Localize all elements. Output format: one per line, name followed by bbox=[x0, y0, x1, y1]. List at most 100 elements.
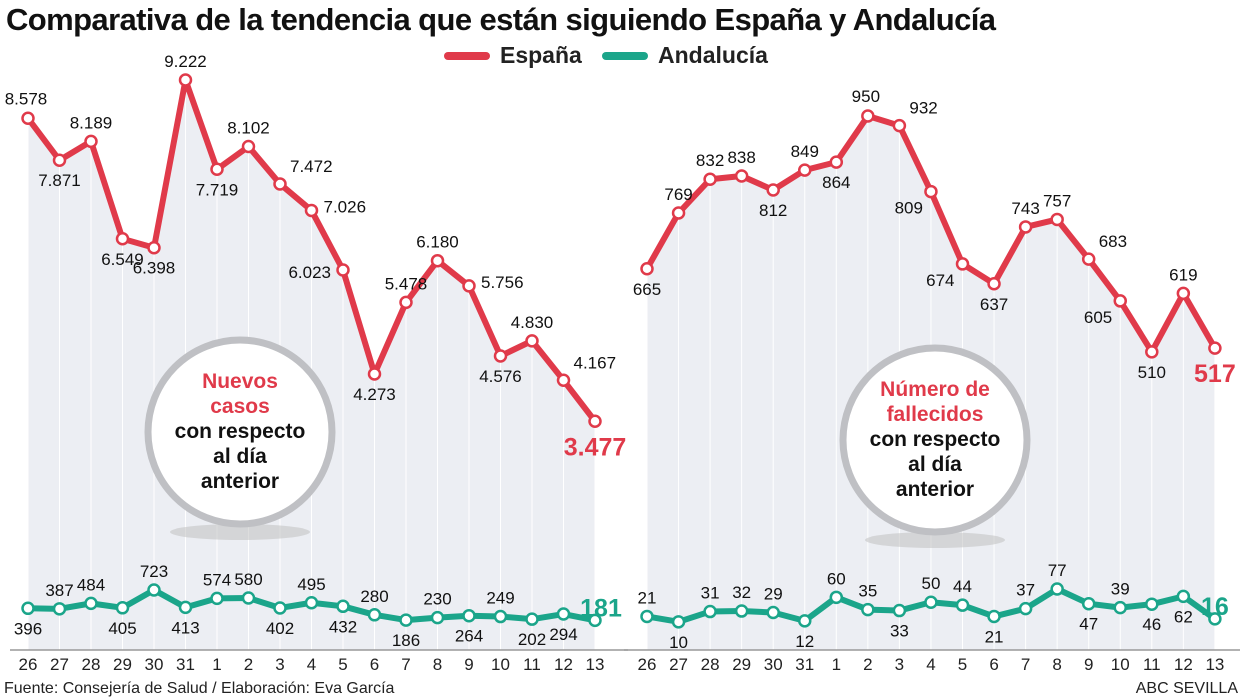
data-label-andalucia: 186 bbox=[392, 631, 420, 650]
annotation-circle bbox=[839, 344, 1031, 536]
annotation-text: al día bbox=[213, 445, 267, 468]
data-point-espana bbox=[671, 206, 686, 220]
x-tick-label: 2 bbox=[863, 655, 872, 674]
data-point-andalucia bbox=[861, 602, 875, 617]
data-label-andalucia: 60 bbox=[827, 569, 846, 588]
data-label-espana: 7.719 bbox=[196, 180, 239, 199]
data-label-espana: 6.398 bbox=[133, 259, 176, 278]
data-point-andalucia bbox=[147, 583, 161, 597]
annotation-text: al día bbox=[908, 453, 962, 476]
data-point-espana bbox=[273, 177, 287, 191]
data-label-espana: 832 bbox=[696, 151, 724, 170]
data-label-andalucia: 12 bbox=[795, 632, 814, 651]
data-point-andalucia bbox=[525, 612, 539, 626]
x-tick-label: 31 bbox=[795, 655, 814, 674]
data-point-espana bbox=[1050, 212, 1064, 227]
data-label-espana: 849 bbox=[791, 142, 819, 161]
data-label-andalucia: 574 bbox=[203, 570, 231, 589]
x-tick-label: 12 bbox=[1174, 655, 1193, 674]
data-label-andalucia: 62 bbox=[1174, 607, 1193, 626]
data-label-andalucia: 39 bbox=[1111, 580, 1130, 599]
data-label-espana: 6.549 bbox=[101, 250, 144, 269]
data-point-espana bbox=[304, 203, 319, 218]
data-label-andalucia: 10 bbox=[669, 633, 688, 652]
data-label-andalucia: 33 bbox=[890, 622, 909, 641]
x-tick-label: 12 bbox=[554, 655, 573, 674]
data-point-espana bbox=[1113, 294, 1127, 308]
data-point-andalucia bbox=[734, 604, 749, 618]
data-label-andalucia: 29 bbox=[764, 585, 783, 604]
data-point-andalucia bbox=[829, 590, 844, 605]
data-label-espana: 683 bbox=[1099, 232, 1127, 251]
data-point-andalucia bbox=[955, 598, 970, 612]
legend-item-andalucia: Andalucía bbox=[602, 42, 768, 69]
x-tick-label: 9 bbox=[464, 655, 473, 674]
data-point-andalucia bbox=[1145, 597, 1159, 611]
x-tick-label: 11 bbox=[523, 655, 541, 674]
x-tick-label: 29 bbox=[732, 655, 751, 674]
legend-item-espana: España bbox=[444, 42, 582, 69]
data-label-espana: 517 bbox=[1194, 360, 1236, 388]
legend-label-espana: España bbox=[500, 42, 582, 68]
data-point-andalucia bbox=[115, 601, 130, 615]
data-point-andalucia bbox=[493, 609, 508, 624]
x-tick-label: 1 bbox=[832, 655, 841, 674]
data-label-andalucia: 46 bbox=[1142, 615, 1161, 634]
data-label-andalucia: 202 bbox=[518, 630, 546, 649]
data-label-espana: 743 bbox=[1011, 199, 1039, 218]
x-tick-label: 27 bbox=[50, 655, 69, 674]
annotation-circle bbox=[144, 336, 336, 528]
annotation-text: Número de bbox=[880, 378, 990, 401]
data-label-espana: 4.830 bbox=[511, 313, 554, 332]
data-label-andalucia: 35 bbox=[858, 582, 877, 601]
x-tick-label: 6 bbox=[370, 655, 379, 674]
data-point-andalucia bbox=[210, 591, 224, 606]
data-point-espana bbox=[147, 240, 161, 255]
data-point-espana bbox=[703, 172, 717, 186]
data-point-espana bbox=[588, 414, 602, 429]
data-point-espana bbox=[84, 134, 98, 149]
data-point-andalucia bbox=[556, 607, 571, 621]
data-label-andalucia: 32 bbox=[732, 583, 751, 602]
data-label-espana: 9.222 bbox=[164, 52, 207, 71]
x-tick-label: 5 bbox=[958, 655, 967, 674]
legend-swatch-espana bbox=[444, 51, 490, 60]
data-point-andalucia bbox=[430, 610, 445, 625]
data-label-espana: 8.189 bbox=[70, 113, 113, 132]
data-label-espana: 838 bbox=[727, 148, 755, 167]
data-point-andalucia bbox=[892, 603, 907, 618]
data-point-espana bbox=[493, 349, 508, 363]
data-point-espana bbox=[987, 277, 1001, 291]
data-point-espana bbox=[115, 232, 130, 246]
data-point-andalucia bbox=[1081, 596, 1096, 611]
data-label-andalucia: 16 bbox=[1201, 593, 1229, 621]
data-point-espana bbox=[178, 73, 193, 87]
data-label-espana: 5.478 bbox=[385, 274, 428, 293]
data-point-espana bbox=[766, 183, 780, 197]
x-tick-label: 28 bbox=[82, 655, 101, 674]
data-label-andalucia: 37 bbox=[1016, 581, 1035, 600]
annotation-text: con respecto bbox=[870, 428, 1001, 451]
annotation-text: anterior bbox=[896, 478, 974, 501]
x-tick-label: 5 bbox=[338, 655, 347, 674]
data-point-espana bbox=[640, 262, 654, 276]
data-point-espana bbox=[924, 184, 938, 199]
data-point-espana bbox=[892, 118, 907, 133]
data-point-andalucia bbox=[84, 596, 98, 611]
x-tick-label: 10 bbox=[491, 655, 510, 674]
data-label-andalucia: 264 bbox=[455, 627, 483, 646]
data-label-espana: 4.273 bbox=[353, 385, 396, 404]
data-label-andalucia: 21 bbox=[985, 627, 1004, 646]
annotation-text: anterior bbox=[201, 470, 279, 493]
annotation-text: fallecidos bbox=[887, 403, 984, 426]
data-point-espana bbox=[798, 163, 812, 177]
data-label-andalucia: 47 bbox=[1079, 615, 1098, 634]
x-tick-label: 7 bbox=[1021, 655, 1030, 674]
data-point-andalucia bbox=[1176, 589, 1191, 604]
data-label-andalucia: 402 bbox=[266, 619, 294, 638]
annotation-text: Nuevos bbox=[202, 370, 278, 393]
data-label-andalucia: 280 bbox=[360, 587, 388, 606]
x-tick-label: 26 bbox=[638, 655, 657, 674]
circle-shadow bbox=[170, 524, 310, 540]
